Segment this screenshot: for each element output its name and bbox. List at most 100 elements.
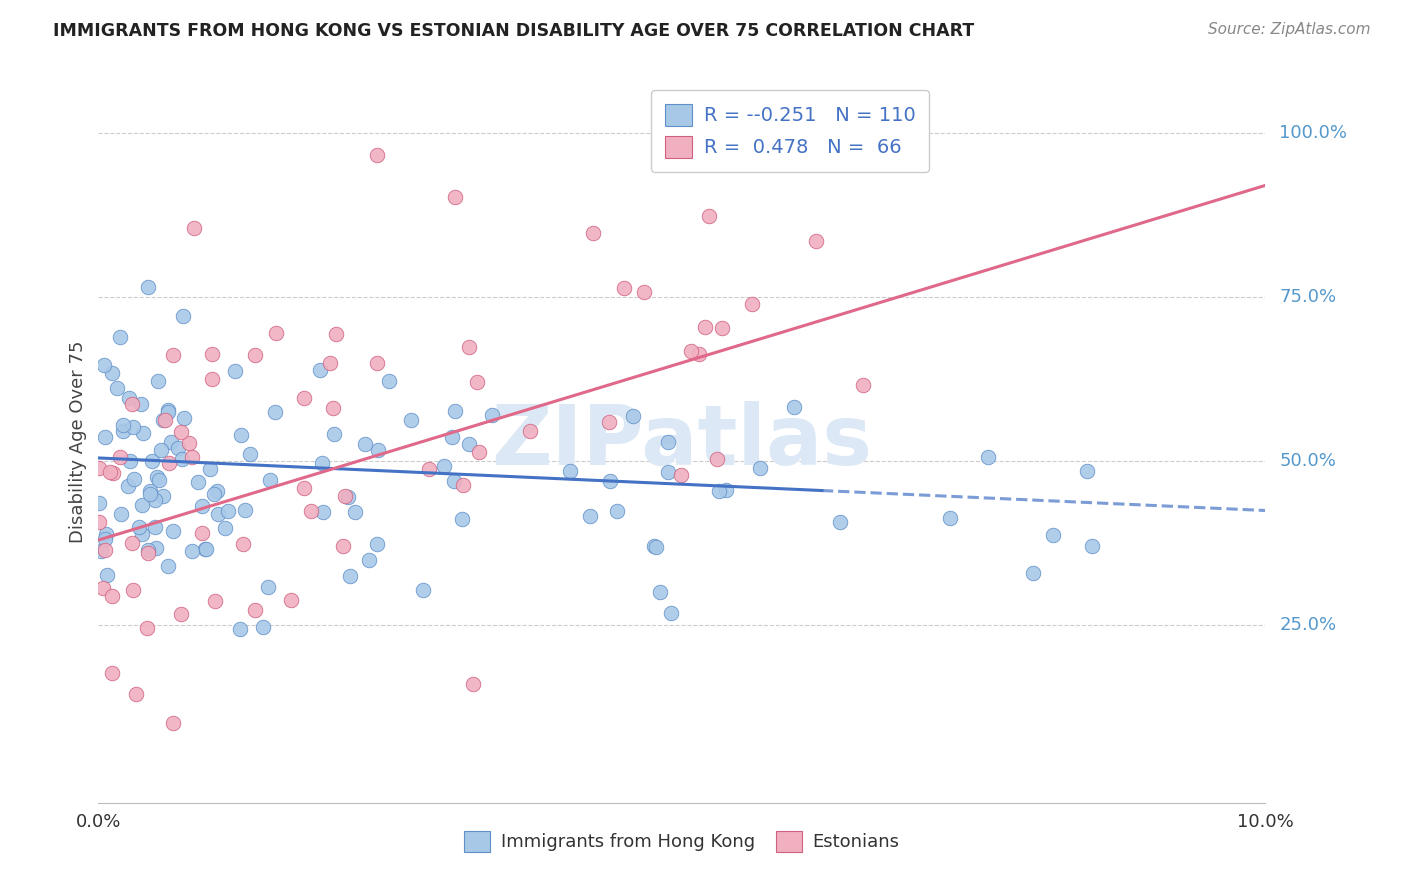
Text: 75.0%: 75.0% bbox=[1279, 288, 1337, 306]
Point bbox=[519, 424, 541, 438]
Point bbox=[121, 536, 143, 550]
Point bbox=[108, 330, 131, 344]
Point bbox=[433, 458, 456, 473]
Text: 100.0%: 100.0% bbox=[1279, 124, 1347, 142]
Point bbox=[710, 320, 733, 334]
Point bbox=[125, 687, 148, 701]
Point bbox=[229, 622, 252, 636]
Point bbox=[105, 381, 128, 395]
Point bbox=[606, 504, 628, 518]
Point bbox=[1021, 566, 1043, 581]
Point bbox=[101, 665, 124, 680]
Point bbox=[152, 490, 174, 504]
Point bbox=[633, 285, 655, 299]
Point bbox=[146, 470, 169, 484]
Point bbox=[162, 716, 184, 731]
Point bbox=[110, 507, 132, 521]
Point bbox=[613, 281, 636, 295]
Point bbox=[117, 391, 139, 405]
Point bbox=[322, 401, 344, 415]
Point bbox=[153, 413, 176, 427]
Point bbox=[143, 493, 166, 508]
Point bbox=[264, 326, 287, 341]
Point bbox=[201, 346, 224, 360]
Point bbox=[697, 209, 720, 223]
Point bbox=[465, 376, 488, 390]
Point bbox=[121, 397, 143, 411]
Point bbox=[143, 520, 166, 534]
Point bbox=[804, 234, 827, 248]
Point bbox=[741, 297, 763, 311]
Point bbox=[481, 408, 503, 422]
Point bbox=[94, 430, 117, 444]
Text: ZIPatlas: ZIPatlas bbox=[492, 401, 872, 482]
Point bbox=[263, 405, 285, 419]
Text: 25.0%: 25.0% bbox=[1279, 616, 1337, 634]
Point bbox=[132, 425, 155, 440]
Point bbox=[89, 515, 111, 529]
Point bbox=[412, 583, 434, 598]
Point bbox=[159, 434, 181, 449]
Point bbox=[783, 400, 806, 414]
Point bbox=[333, 489, 356, 503]
Point bbox=[145, 541, 167, 555]
Point bbox=[122, 420, 145, 434]
Point bbox=[94, 542, 117, 557]
Point bbox=[339, 568, 361, 582]
Point bbox=[207, 507, 229, 521]
Point bbox=[716, 483, 738, 498]
Point bbox=[94, 527, 117, 541]
Point bbox=[96, 568, 118, 582]
Point bbox=[111, 424, 134, 438]
Point bbox=[194, 541, 217, 556]
Point bbox=[191, 526, 214, 541]
Point bbox=[101, 466, 124, 480]
Point bbox=[87, 496, 110, 510]
Point bbox=[91, 581, 114, 595]
Point bbox=[181, 450, 204, 464]
Point bbox=[138, 543, 160, 558]
Point bbox=[217, 504, 239, 518]
Point bbox=[669, 467, 692, 482]
Point bbox=[239, 447, 262, 461]
Point bbox=[98, 465, 121, 479]
Point bbox=[657, 466, 679, 480]
Point bbox=[166, 441, 188, 455]
Point bbox=[643, 539, 665, 553]
Point bbox=[441, 430, 464, 444]
Point bbox=[136, 546, 159, 560]
Point bbox=[224, 364, 246, 378]
Point bbox=[259, 473, 281, 487]
Point bbox=[152, 413, 174, 427]
Point bbox=[451, 511, 474, 525]
Point bbox=[141, 454, 163, 468]
Point bbox=[200, 372, 222, 386]
Point bbox=[170, 607, 193, 621]
Point bbox=[204, 593, 226, 607]
Point bbox=[312, 505, 335, 519]
Point bbox=[156, 402, 179, 417]
Point bbox=[1042, 528, 1064, 542]
Point bbox=[173, 410, 195, 425]
Point bbox=[156, 558, 179, 573]
Point bbox=[162, 348, 184, 362]
Point bbox=[645, 540, 668, 554]
Point bbox=[1076, 464, 1098, 478]
Point bbox=[172, 309, 194, 323]
Point bbox=[205, 484, 228, 499]
Point bbox=[366, 537, 388, 551]
Point bbox=[187, 475, 209, 489]
Text: IMMIGRANTS FROM HONG KONG VS ESTONIAN DISABILITY AGE OVER 75 CORRELATION CHART: IMMIGRANTS FROM HONG KONG VS ESTONIAN DI… bbox=[53, 22, 974, 40]
Point bbox=[366, 148, 388, 162]
Point bbox=[359, 553, 381, 567]
Point bbox=[367, 443, 389, 458]
Point bbox=[332, 539, 354, 553]
Point bbox=[148, 473, 170, 487]
Point bbox=[311, 456, 333, 470]
Point bbox=[233, 503, 256, 517]
Point bbox=[292, 391, 315, 405]
Point bbox=[112, 418, 135, 433]
Point bbox=[582, 226, 605, 240]
Point bbox=[117, 479, 139, 493]
Point bbox=[157, 457, 180, 471]
